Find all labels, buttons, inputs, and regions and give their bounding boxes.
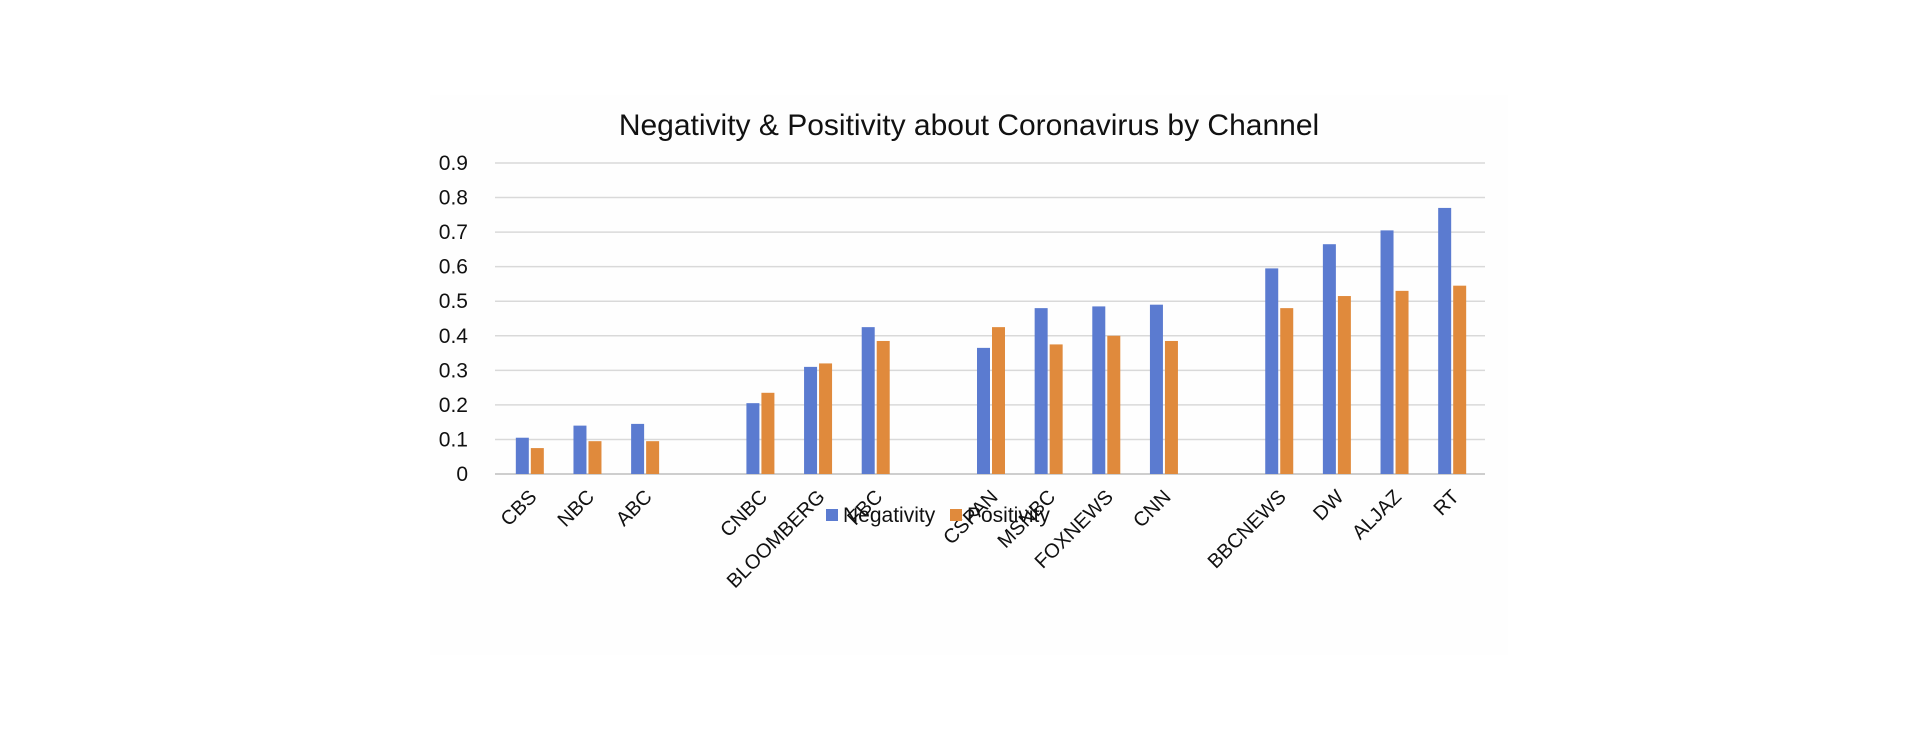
bar-negativity-rt bbox=[1438, 207, 1452, 474]
bar-positivity-rt bbox=[1453, 285, 1467, 474]
bar-negativity-aljaz bbox=[1380, 230, 1394, 474]
bar-negativity-dw bbox=[1322, 244, 1336, 474]
bar-negativity-cbs bbox=[515, 437, 529, 474]
y-tick-label: 0 bbox=[456, 463, 468, 486]
x-tick-label: ALJAZ bbox=[1348, 486, 1406, 544]
legend-swatch-positivity bbox=[950, 509, 962, 521]
x-tick-label: RT bbox=[1430, 486, 1464, 520]
bar-positivity-msnbc bbox=[1049, 344, 1063, 474]
bar-positivity-foxnews bbox=[1107, 335, 1121, 474]
y-tick-label: 0.7 bbox=[439, 221, 468, 244]
chart-card: Negativity & Positivity about Coronaviru… bbox=[430, 95, 1508, 655]
y-tick-label: 0.1 bbox=[439, 428, 468, 451]
bar-positivity-cbs bbox=[530, 448, 544, 474]
bar-positivity-bbcnews bbox=[1280, 308, 1294, 474]
bar-chart: Negativity & Positivity about Coronaviru… bbox=[439, 109, 1485, 593]
y-tick-label: 0.9 bbox=[439, 152, 468, 175]
bar-negativity-msnbc bbox=[1034, 308, 1048, 474]
bar-negativity-abc bbox=[631, 423, 645, 474]
y-tick-label: 0.5 bbox=[439, 290, 468, 313]
y-tick-label: 0.6 bbox=[439, 256, 468, 279]
legend-label-negativity: Negativity bbox=[843, 504, 936, 527]
y-tick-label: 0.8 bbox=[439, 187, 468, 210]
bar-negativity-cnn bbox=[1149, 304, 1163, 474]
bar-negativity-fbc bbox=[861, 327, 875, 474]
x-tick-label: BLOOMBERG bbox=[723, 486, 830, 593]
y-tick-label: 0.3 bbox=[439, 359, 468, 382]
bar-negativity-bloomberg bbox=[804, 366, 818, 474]
bar-positivity-bloomberg bbox=[819, 363, 833, 474]
bar-negativity-foxnews bbox=[1092, 306, 1106, 474]
gridlines bbox=[495, 162, 1485, 475]
bar-positivity-cnbc bbox=[761, 392, 775, 474]
x-tick-label: NBC bbox=[554, 486, 599, 531]
bar-positivity-nbc bbox=[588, 441, 602, 474]
x-tick-label: CNBC bbox=[716, 486, 772, 542]
x-tick-label: CBS bbox=[497, 486, 542, 531]
bar-positivity-aljaz bbox=[1395, 290, 1409, 474]
bar-negativity-bbcnews bbox=[1265, 268, 1279, 474]
bar-positivity-cspan bbox=[992, 327, 1005, 474]
legend: Negativity Positivity bbox=[826, 504, 1050, 527]
chart-title: Negativity & Positivity about Coronaviru… bbox=[619, 109, 1319, 142]
bar-negativity-nbc bbox=[573, 425, 587, 474]
x-tick-label: CNN bbox=[1129, 486, 1175, 532]
x-tick-label: BBCNEWS bbox=[1204, 486, 1291, 573]
bar-negativity-cspan bbox=[977, 347, 990, 474]
x-tick-label: ABC bbox=[612, 486, 657, 531]
legend-swatch-negativity bbox=[826, 509, 838, 521]
y-tick-label: 0.2 bbox=[439, 394, 468, 417]
bar-positivity-fbc bbox=[876, 340, 890, 474]
bar-positivity-dw bbox=[1337, 296, 1351, 474]
x-tick-label: DW bbox=[1309, 486, 1348, 525]
y-axis-ticks: 0 0.1 0.2 0.3 0.4 0.5 0.6 0.7 0.8 0.9 bbox=[439, 152, 469, 486]
bar-negativity-cnbc bbox=[746, 403, 760, 474]
bars bbox=[515, 207, 1467, 474]
bar-positivity-abc bbox=[646, 441, 660, 474]
legend-label-positivity: Positivity bbox=[967, 504, 1050, 527]
y-tick-label: 0.4 bbox=[439, 325, 469, 348]
bar-positivity-cnn bbox=[1164, 340, 1178, 474]
